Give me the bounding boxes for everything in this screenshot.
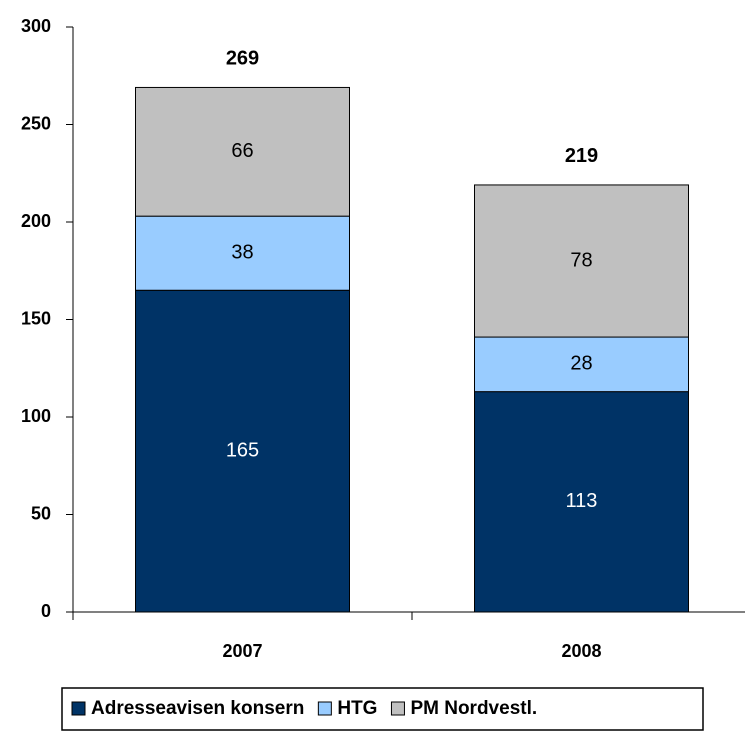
x-tick-label: 2007 bbox=[222, 641, 262, 661]
y-tick-label: 50 bbox=[31, 503, 51, 523]
y-tick-label: 150 bbox=[21, 308, 51, 328]
y-tick-label: 250 bbox=[21, 113, 51, 133]
bar-segment bbox=[135, 289, 350, 613]
bar-segment bbox=[135, 86, 350, 217]
data-label: 78 bbox=[570, 249, 592, 271]
total-label: 269 bbox=[226, 48, 259, 70]
data-label: 66 bbox=[231, 140, 253, 162]
legend-label: HTG bbox=[337, 698, 377, 719]
legend-swatch bbox=[71, 701, 86, 716]
y-tick-label: 200 bbox=[21, 211, 51, 231]
y-tick-label: 100 bbox=[21, 406, 51, 426]
bar-segment bbox=[474, 184, 689, 338]
legend-label: Adresseavisen konsern bbox=[91, 698, 304, 719]
bar-segment bbox=[135, 215, 350, 291]
legend: Adresseavisen konsern HTG PM Nordvestl. bbox=[61, 687, 704, 731]
y-tick-label: 300 bbox=[21, 16, 51, 36]
bar-segment bbox=[474, 391, 689, 613]
y-tick-label: 0 bbox=[41, 601, 51, 621]
total-label: 219 bbox=[565, 145, 598, 167]
x-tick-label: 2008 bbox=[561, 641, 601, 661]
legend-label: PM Nordvestl. bbox=[410, 698, 537, 719]
data-label: 165 bbox=[226, 439, 259, 461]
legend-swatch bbox=[390, 701, 405, 716]
legend-box bbox=[61, 687, 704, 731]
data-label: 38 bbox=[231, 241, 253, 263]
data-label: 113 bbox=[566, 490, 598, 512]
bar-segment bbox=[474, 336, 689, 393]
legend-swatch bbox=[317, 701, 332, 716]
data-label: 28 bbox=[570, 353, 592, 375]
